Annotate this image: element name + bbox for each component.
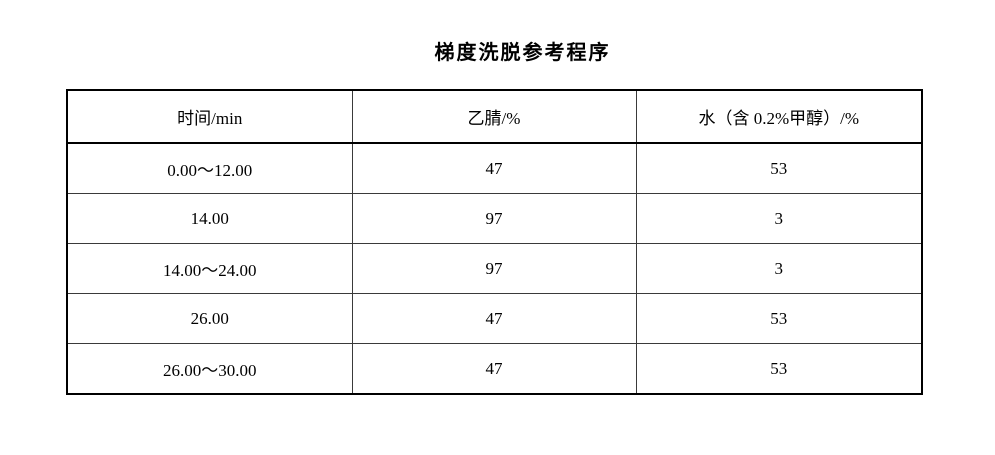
cell-water: 3 [635,243,923,294]
table-row: 0.00～12.00 47 53 [66,142,923,194]
cell-acetonitrile: 47 [351,293,637,344]
cell-time: 26.00 [66,293,353,344]
header-cell-time: 时间/min [66,89,353,144]
cell-acetonitrile: 47 [351,343,637,395]
cell-water: 3 [635,193,923,244]
header-cell-water-methanol: 水（含 0.2%甲醇）/% [635,89,923,144]
cell-water: 53 [635,343,923,395]
title-container: 梯度洗脱参考程序 [0,41,995,65]
table-header: 时间/min 乙腈/% 水（含 0.2%甲醇）/% [66,89,923,144]
header-row: 时间/min 乙腈/% 水（含 0.2%甲醇）/% [66,89,923,144]
cell-time: 0.00～12.00 [66,142,353,194]
table-body: 0.00～12.00 47 53 14.00 97 3 14.00～24.00 … [66,142,923,395]
cell-acetonitrile: 97 [351,243,637,294]
table-row: 14.00 97 3 [66,193,923,244]
page-title: 梯度洗脱参考程序 [434,42,611,64]
table-row: 26.00 47 53 [66,293,923,344]
cell-time: 14.00～24.00 [66,243,353,294]
table-row: 14.00～24.00 97 3 [66,243,923,294]
cell-time: 14.00 [66,193,353,244]
gradient-elution-table: 时间/min 乙腈/% 水（含 0.2%甲醇）/% 0.00～12.00 47 … [66,89,923,395]
cell-acetonitrile: 47 [351,142,637,194]
cell-water: 53 [635,142,923,194]
table-row: 26.00～30.00 47 53 [66,343,923,395]
header-cell-acetonitrile: 乙腈/% [351,89,637,144]
cell-time: 26.00～30.00 [66,343,353,395]
cell-water: 53 [635,293,923,344]
cell-acetonitrile: 97 [351,193,637,244]
